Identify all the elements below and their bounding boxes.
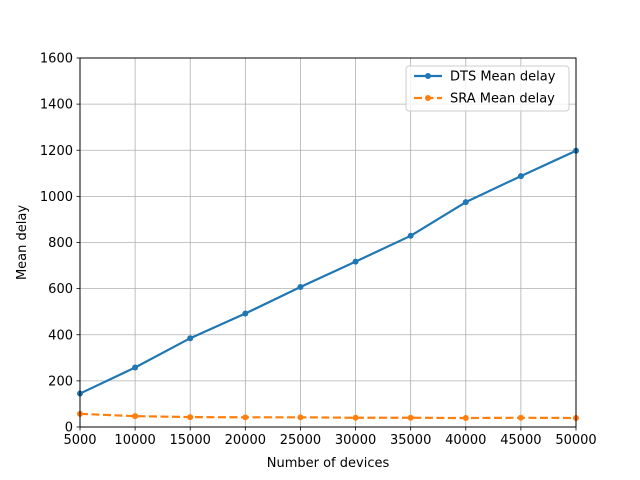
data-point [352,414,359,421]
data-point [462,415,469,422]
legend-box [405,65,570,112]
x-tick-label: 30000 [335,433,376,448]
data-point [187,335,194,342]
y-tick-label: 400 [48,328,73,343]
data-point [297,284,304,291]
x-tick-label: 10000 [114,433,155,448]
series-lines [77,147,579,422]
legend-item: DTS Mean delay [414,70,556,85]
y-tick-label: 1000 [40,190,73,205]
series-0 [77,147,579,397]
data-point [242,310,249,317]
x-tick-label: 45000 [500,433,541,448]
x-axis-label: Number of devices [267,456,390,471]
data-point [407,232,414,239]
y-tick-label: 200 [48,374,73,389]
x-tick-label: 35000 [390,433,431,448]
x-tick-label: 5000 [63,433,96,448]
x-tick-label: 40000 [445,433,486,448]
x-tick-label: 15000 [170,433,211,448]
data-point [132,413,139,420]
data-point [462,199,469,206]
y-axis-label: Mean delay [15,205,30,280]
y-tick-label: 600 [48,282,73,297]
data-point [352,258,359,265]
legend-swatch-marker [425,73,431,79]
y-tick-label: 1400 [40,98,73,113]
data-point [407,414,414,421]
y-tick-label: 1600 [40,52,73,67]
data-point [297,414,304,421]
axis-ticks: 5000 10000 15000 20000 25000 30000 35000 40000 4… [40,52,597,449]
data-point [187,414,194,421]
legend-label: DTS Mean delay [450,70,556,85]
x-tick-label: 50000 [555,433,596,448]
y-tick-label: 800 [48,236,73,251]
legend: DTS Mean delay SRA Mean delay [405,65,570,112]
grid-lines [79,57,577,428]
data-point [517,173,524,180]
series-line [79,412,577,420]
series-1 [77,410,579,422]
legend-item: SRA Mean delay [414,92,555,107]
data-point [242,414,249,421]
series-line [79,149,577,395]
x-tick-label: 25000 [280,433,321,448]
data-point [517,414,524,421]
y-tick-label: 1200 [40,144,73,159]
legend-swatch-marker [425,95,431,101]
y-tick-label: 0 [65,421,73,436]
legend-label: SRA Mean delay [450,92,555,107]
data-point [132,364,139,371]
x-tick-label: 20000 [225,433,266,448]
